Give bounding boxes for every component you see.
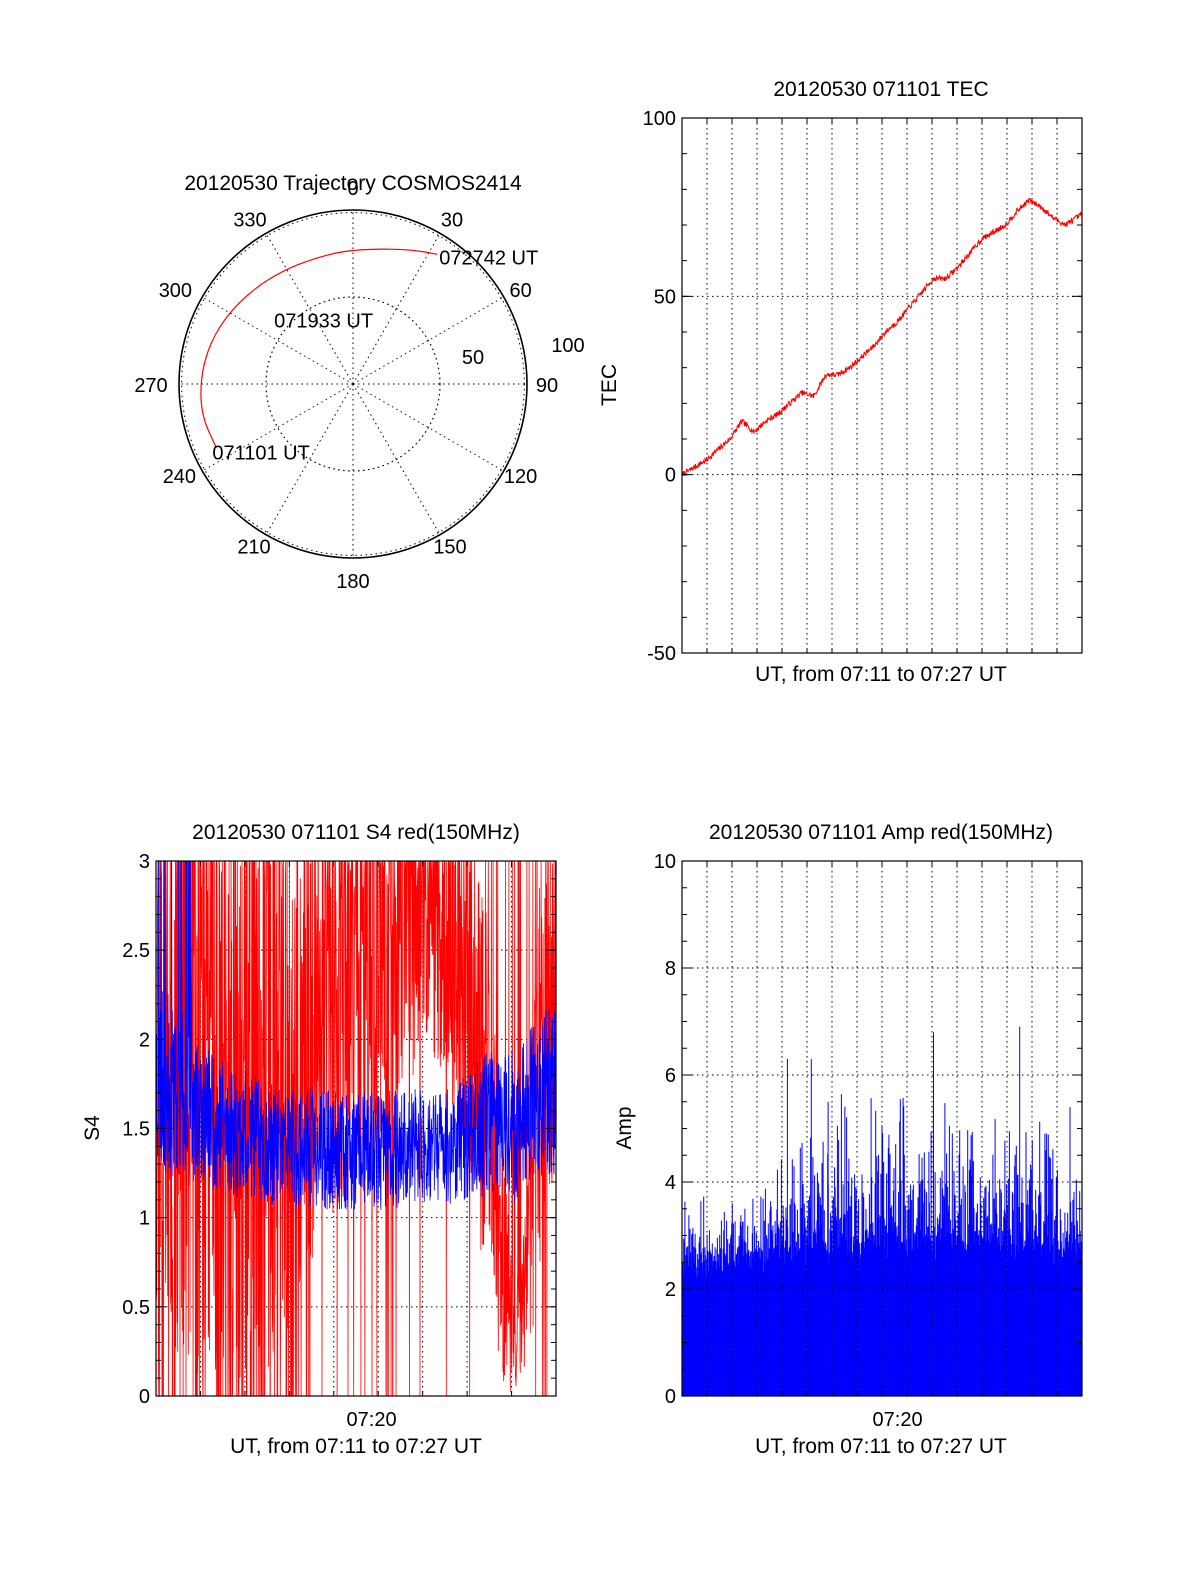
polar-spoke-120 [352,383,504,472]
polar-angle-label: 240 [163,466,196,488]
polar-angle-label: 60 [509,280,531,302]
polar-angle-label: 180 [336,571,369,593]
amp-title: 20120530 071101 Amp red(150MHz) [709,821,1053,844]
tec-grid [682,118,1082,653]
trajectory-annotations: 071101 UT 071933 UT 072742 UT [212,247,538,464]
amp-y-ticks: 0 2 4 6 8 10 [654,851,1082,1408]
polar-angle-label: 120 [504,466,537,488]
trajectory-time-label: 071933 UT [274,311,373,333]
y-tick-label: 0 [665,1386,676,1408]
x-tick-label: 07:20 [347,1409,397,1431]
y-tick-label: 3 [139,851,150,873]
polar-ring-mid [265,296,441,472]
s4-y-label: S4 [81,1115,104,1141]
x-tick-label: 07:20 [873,1409,923,1431]
y-tick-label: 0 [139,1386,150,1408]
polar-angle-label: 150 [433,537,466,559]
trajectory-title: 20120530 Trajectory COSMOS2414 [184,172,522,195]
tec-chart: 20120530 071101 TEC -50 0 50 100 TEC UT, fr… [598,78,1083,686]
trajectory-time-label: 072742 UT [439,247,538,269]
polar-angle-label: 0 [347,178,358,200]
polar-angle-label: 90 [536,375,558,397]
amp-x-label: UT, from 07:11 to 07:27 UT [755,1435,1007,1458]
s4-title: 20120530 071101 S4 red(150MHz) [192,821,520,844]
y-tick-label: -50 [647,643,676,665]
y-tick-label: 10 [654,851,676,873]
polar-radial-label: 100 [551,335,584,357]
tec-x-label: UT, from 07:11 to 07:27 UT [755,663,1007,686]
polar-spoke-60 [352,296,504,385]
y-tick-label: 2 [665,1279,676,1301]
y-tick-label: 8 [665,958,676,980]
amp-series [681,1026,1083,1396]
polar-spoke-240 [202,383,354,472]
polar-radial-labels: 50 100 [462,335,585,369]
polar-grid [178,209,528,559]
trajectory-path [200,248,438,448]
polar-outer-circle [178,209,528,559]
trajectory-line [200,248,438,448]
y-tick-label: 0.5 [122,1297,150,1319]
amp-y-label: Amp [613,1106,636,1149]
y-tick-label: 100 [643,108,676,130]
tec-y-ticks: -50 0 50 100 [643,108,1082,665]
y-tick-label: 0 [665,465,676,487]
polar-spoke-150 [352,383,441,535]
s4-chart: 20120530 071101 S4 red(150MHz) 0 0.5 1 1.5 2… [81,821,557,1458]
y-tick-label: 1.5 [122,1119,150,1141]
amp-x-ticks: 07:20 [706,861,1058,1431]
polar-spoke-330 [265,233,354,385]
amp-grid [682,861,1082,1396]
s4-x-label: UT, from 07:11 to 07:27 UT [230,1435,482,1458]
trajectory-polar-chart: 20120530 Trajectory COSMOS2414 0 30 60 90 12… [134,172,584,593]
polar-angle-labels: 0 30 60 90 120 150 180 210 240 270 300 330 [134,178,558,593]
polar-angle-label: 210 [237,537,270,559]
polar-angle-label: 330 [233,209,266,231]
polar-radial-label: 50 [462,347,484,369]
polar-angle-label: 30 [441,209,463,231]
s4-series [155,860,557,1397]
polar-spoke-210 [265,383,354,535]
y-tick-label: 2.5 [122,940,150,962]
amp-chart: 20120530 071101 Amp red(150MHz) 0246810 … [613,821,1083,1458]
y-tick-label: 4 [665,1172,676,1194]
tec-y-label: TEC [598,364,621,406]
y-tick-label: 2 [139,1029,150,1051]
polar-angle-label: 300 [159,280,192,302]
y-tick-label: 6 [665,1065,676,1087]
trajectory-time-label: 071101 UT [212,443,309,465]
s4-blue-line [155,860,557,1210]
y-tick-label: 1 [139,1208,150,1230]
y-tick-label: 50 [654,286,676,308]
s4-y-ticks: 0 0.5 1 1.5 2 2.5 3 [122,851,556,1408]
s4-x-ticks: 07:20 [199,861,513,1431]
tec-line [681,197,1083,477]
polar-spoke-300 [202,296,354,385]
tec-series [681,197,1083,477]
polar-spoke-30 [352,233,441,385]
tec-title: 20120530 071101 TEC [773,78,988,101]
polar-angle-label: 270 [134,375,167,397]
